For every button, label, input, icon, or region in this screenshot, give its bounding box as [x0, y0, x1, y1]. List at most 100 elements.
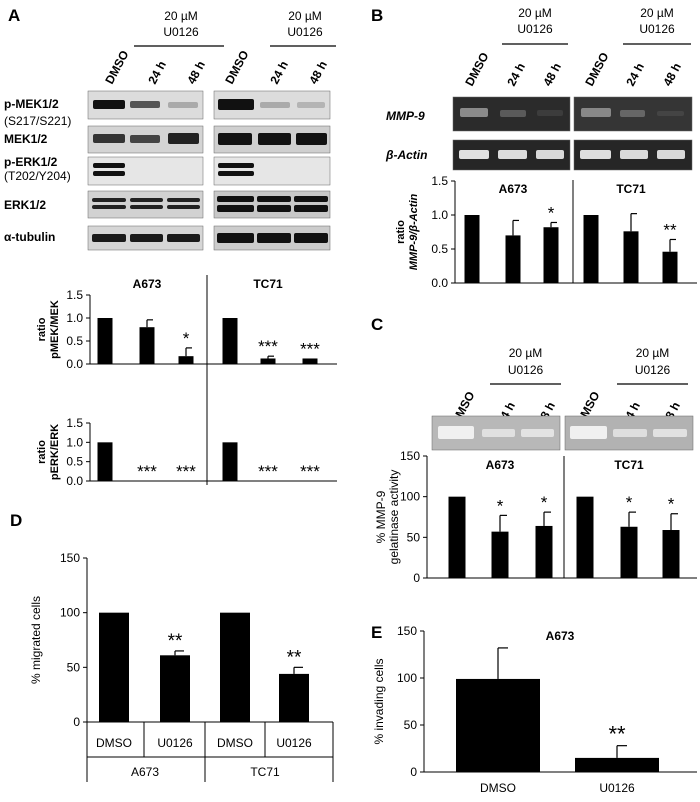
panel-letter-e: E	[371, 623, 382, 642]
blot-band	[438, 426, 474, 439]
blot-perk-a673	[87, 156, 204, 186]
blot-label: α-tubulin	[4, 230, 55, 244]
blot-band	[92, 205, 126, 209]
blot-band	[168, 133, 199, 144]
significance-mark: ***	[176, 462, 196, 481]
group-label: A673	[131, 765, 159, 779]
lane-label: DMSO	[462, 50, 491, 88]
panel-letter-d: D	[10, 511, 22, 530]
blot-erk-tc71	[213, 190, 331, 219]
blot-band	[93, 171, 125, 176]
blot-band	[500, 110, 526, 117]
group-label: TC71	[616, 182, 646, 196]
blot-band	[167, 234, 200, 242]
y-axis-label: % MMP-9	[374, 490, 388, 543]
blot-band	[130, 234, 163, 242]
gel-mmp9-tc71	[573, 96, 693, 132]
lane-label: DMSO	[102, 48, 131, 86]
y-axis-label: % invading cells	[372, 658, 386, 744]
bar-category-label: DMSO	[96, 736, 132, 750]
blot-band	[460, 108, 488, 117]
bar	[505, 235, 521, 283]
y-tick-label: 150	[60, 551, 80, 565]
blot-band	[167, 198, 200, 202]
y-tick-label: 1.0	[66, 311, 83, 325]
y-tick-label: 0.5	[431, 242, 448, 256]
blot-pmek-a673	[87, 90, 204, 120]
blot-pmek-tc71	[213, 90, 331, 120]
group-label: TC71	[614, 458, 644, 472]
bar	[220, 612, 250, 722]
treatment-dose: 20 µM	[164, 9, 198, 23]
blot-label: ERK1/2	[4, 198, 46, 212]
y-axis-label: pMEK/MEK	[49, 300, 61, 359]
bar	[160, 655, 190, 722]
lane-label: 24 h	[267, 59, 291, 87]
significance-mark: **	[663, 220, 677, 239]
treatment-dose: 20 µM	[636, 346, 670, 360]
significance-mark: *	[183, 329, 190, 348]
lane-label: DMSO	[582, 50, 611, 88]
y-axis-label: MMP-9/β-Actin	[408, 193, 420, 270]
bar-category-label: DMSO	[217, 736, 253, 750]
blot-band	[130, 135, 160, 143]
bar	[464, 215, 480, 283]
blot-label-sub: (T202/Y204)	[4, 169, 71, 183]
treatment-drug: U0126	[508, 363, 544, 377]
significance-mark: ***	[258, 462, 278, 481]
y-tick-label: 0	[410, 765, 417, 779]
chart-title: A673	[546, 629, 575, 643]
y-tick-label: 1.5	[66, 416, 83, 430]
blot-band	[653, 429, 687, 437]
y-tick-label: 1.0	[66, 435, 83, 449]
blot-band	[217, 205, 254, 212]
y-axis-label: ratio	[36, 317, 48, 341]
significance-mark: **	[168, 631, 183, 652]
bar	[97, 442, 113, 481]
blot-band	[537, 110, 563, 116]
lane-label: 48 h	[306, 59, 330, 87]
significance-mark: *	[497, 496, 504, 515]
panel-letter-a: A	[8, 6, 20, 25]
panel-letter-b: B	[371, 6, 383, 25]
lane-label: 48 h	[660, 61, 684, 89]
y-tick-label: 0.0	[66, 357, 83, 371]
chart-E-invasion: 0 50 100 150 % invading cells **	[372, 624, 697, 779]
zymogram-tc71	[564, 415, 694, 451]
blot-band	[257, 196, 291, 202]
y-axis-label: ratio	[36, 440, 48, 464]
significance-mark: *	[541, 493, 548, 512]
bar	[139, 327, 155, 364]
blot-band	[257, 205, 291, 212]
bar	[575, 757, 659, 772]
blot-band	[93, 100, 125, 109]
group-label: TC71	[253, 277, 283, 291]
treatment-dose: 20 µM	[640, 6, 674, 20]
treatment-dose: 20 µM	[509, 346, 543, 360]
y-tick-label: 150	[400, 449, 420, 463]
blot-band	[294, 196, 328, 202]
blot-band	[258, 133, 291, 145]
significance-mark: ***	[137, 462, 157, 481]
blot-band	[218, 133, 252, 145]
blot-band	[294, 233, 328, 243]
blot-band	[613, 429, 647, 437]
y-axis-label: gelatinase activity	[387, 470, 401, 565]
blot-label: p-MEK1/2	[4, 97, 59, 111]
treatment-drug: U0126	[287, 25, 323, 39]
y-tick-label: 100	[400, 490, 420, 504]
blot-band	[218, 99, 254, 110]
bar	[583, 215, 599, 283]
chart-D-migration: 0 50 100 150 % migrated cells ** **	[29, 551, 333, 729]
blot-band	[93, 134, 125, 143]
y-tick-label: 50	[67, 660, 81, 674]
bar	[279, 673, 309, 722]
group-label: A673	[499, 182, 528, 196]
blot-band	[581, 108, 611, 117]
significance-mark: **	[287, 647, 302, 668]
y-tick-label: 0	[73, 715, 80, 729]
bar	[535, 525, 553, 578]
blot-band	[297, 102, 325, 108]
lane-label: 48 h	[184, 59, 208, 87]
